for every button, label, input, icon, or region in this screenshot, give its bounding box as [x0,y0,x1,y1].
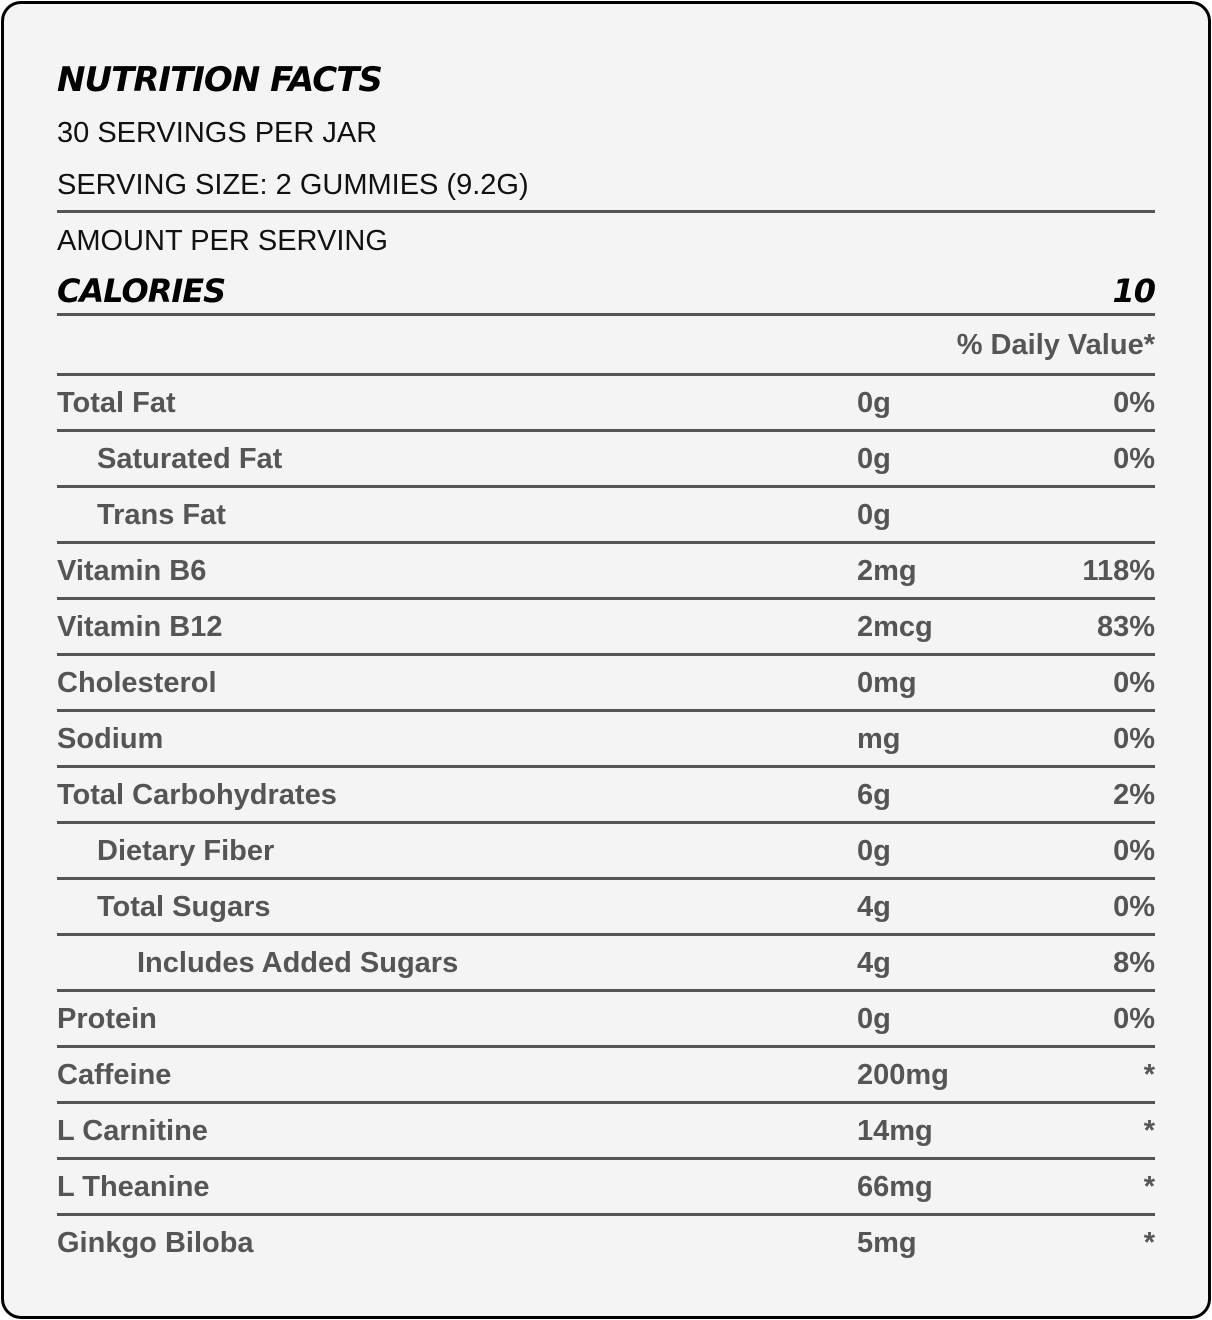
nutrient-table: Total Fat 0g 0% Saturated Fat 0g 0% Trans Fat 0… [57,373,1155,1269]
nutrient-row: Saturated Fat 0g 0% [57,429,1155,485]
nutrient-daily-value: * [1143,1115,1155,1147]
calories-value: 10 [1112,272,1156,310]
nutrient-daily-value: 0% [1113,891,1155,923]
nutrient-row: Total Carbohydrates 6g 2% [57,765,1155,821]
nutrient-name: Total Carbohydrates [57,779,337,811]
nutrient-daily-value: 0% [1113,387,1155,419]
amount-per-serving: AMOUNT PER SERVING [57,225,388,257]
nutrient-row: Vitamin B6 2mg 118% [57,541,1155,597]
nutrient-amount: 14mg [857,1115,933,1147]
nutrient-amount: 4g [857,891,891,923]
nutrient-name: Trans Fat [97,499,226,531]
nutrient-name: L Carnitine [57,1115,208,1147]
nutrient-name: Vitamin B12 [57,611,223,643]
nutrient-name: Ginkgo Biloba [57,1227,254,1259]
nutrient-name: Saturated Fat [97,443,283,475]
nutrient-row: Trans Fat 0g [57,485,1155,541]
nutrient-name: Includes Added Sugars [137,947,459,979]
nutrient-amount: 0g [857,499,891,531]
divider [57,210,1155,213]
nutrient-row: Protein 0g 0% [57,989,1155,1045]
nutrient-row: Ginkgo Biloba 5mg * [57,1213,1155,1269]
nutrient-name: Total Fat [57,387,176,419]
nutrient-daily-value: * [1143,1171,1155,1203]
nutrient-amount: 0mg [857,667,917,699]
nutrient-amount: 2mg [857,555,917,587]
nutrient-row: Caffeine 200mg * [57,1045,1155,1101]
nutrient-row: Cholesterol 0mg 0% [57,653,1155,709]
nutrient-daily-value: 0% [1113,443,1155,475]
nutrient-daily-value: 8% [1113,947,1155,979]
nutrient-name: Protein [57,1003,157,1035]
nutrient-daily-value: 0% [1113,1003,1155,1035]
calories-row: CALORIES 10 [57,270,1156,312]
serving-size: SERVING SIZE: 2 GUMMIES (9.2G) [57,169,529,201]
daily-value-header: % Daily Value* [956,329,1155,361]
nutrient-name: Vitamin B6 [57,555,207,587]
nutrient-row: Vitamin B12 2mcg 83% [57,597,1155,653]
nutrient-daily-value: * [1143,1227,1155,1259]
nutrient-daily-value: 2% [1113,779,1155,811]
servings-per-container: 30 SERVINGS PER JAR [57,117,378,149]
nutrient-daily-value: 0% [1113,835,1155,867]
nutrient-name: Sodium [57,723,164,755]
nutrient-row: L Theanine 66mg * [57,1157,1155,1213]
divider [57,313,1155,316]
nutrient-row: Total Sugars 4g 0% [57,877,1155,933]
nutrient-name: Dietary Fiber [97,835,275,867]
nutrient-daily-value: 83% [1096,611,1155,643]
nutrient-name: Cholesterol [57,667,217,699]
nutrient-name: Total Sugars [97,891,271,923]
nutrient-amount: 0g [857,1003,891,1035]
nutrient-daily-value: * [1143,1059,1155,1091]
nutrient-row: Total Fat 0g 0% [57,373,1155,429]
nutrient-amount: 2mcg [857,611,933,643]
nutrient-amount: 0g [857,443,891,475]
calories-label: CALORIES [57,272,226,310]
nutrient-amount: 5mg [857,1227,917,1259]
nutrient-amount: 6g [857,779,891,811]
nutrient-amount: 0g [857,387,891,419]
nutrient-name: Caffeine [57,1059,172,1091]
nutrient-amount: 4g [857,947,891,979]
nutrient-daily-value: 0% [1113,723,1155,755]
nutrient-name: L Theanine [57,1171,210,1203]
nutrient-row: Dietary Fiber 0g 0% [57,821,1155,877]
nutrient-amount: 66mg [857,1171,933,1203]
nutrient-row: Sodium mg 0% [57,709,1155,765]
nutrient-amount: mg [857,723,901,755]
nutrient-daily-value: 118% [1082,555,1155,587]
nutrient-daily-value: 0% [1113,667,1155,699]
nutrient-amount: 0g [857,835,891,867]
nutrient-row: L Carnitine 14mg * [57,1101,1155,1157]
nutrient-row: Includes Added Sugars 4g 8% [57,933,1155,989]
title: NUTRITION FACTS [57,60,383,100]
nutrient-amount: 200mg [857,1059,949,1091]
